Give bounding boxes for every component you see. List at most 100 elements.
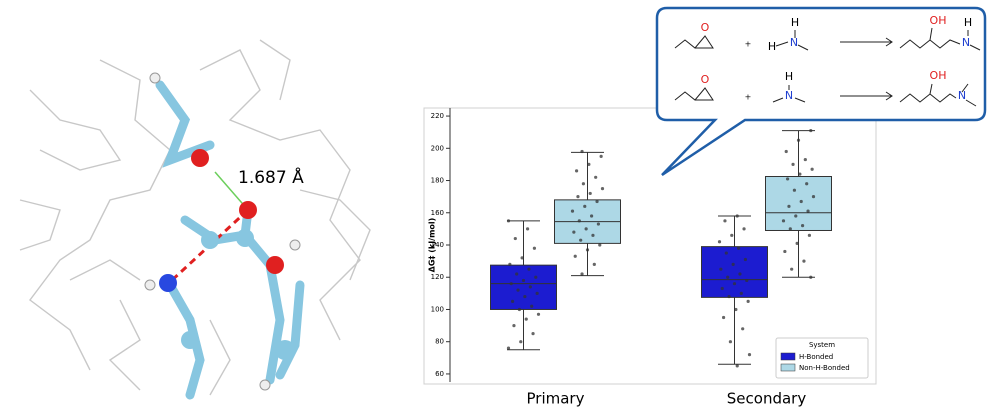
data-point — [530, 305, 533, 308]
data-point — [737, 247, 740, 250]
data-point — [730, 234, 733, 237]
data-point — [804, 158, 807, 161]
plus: + — [745, 93, 752, 102]
legend-swatch — [781, 353, 795, 360]
box — [702, 247, 768, 298]
data-point — [797, 139, 800, 142]
y-tick-label: 160 — [431, 209, 444, 217]
y-tick-label: 220 — [431, 112, 444, 120]
data-point — [578, 219, 581, 222]
data-point — [583, 205, 586, 208]
data-point — [721, 287, 724, 290]
data-point — [725, 251, 728, 254]
data-point — [809, 276, 812, 279]
data-point — [806, 210, 809, 213]
data-point — [793, 189, 796, 192]
data-point — [734, 308, 737, 311]
data-point — [786, 177, 789, 180]
data-point — [747, 300, 750, 303]
data-point — [719, 268, 722, 271]
data-point — [600, 155, 603, 158]
box — [491, 265, 557, 309]
data-point — [729, 340, 732, 343]
data-point — [590, 214, 593, 217]
data-point — [785, 150, 788, 153]
atom: N — [958, 89, 966, 102]
data-point — [791, 163, 794, 166]
data-point — [738, 272, 741, 275]
data-point — [589, 192, 592, 195]
data-point — [727, 295, 730, 298]
data-point — [518, 308, 521, 311]
data-point — [745, 279, 748, 282]
data-point — [536, 292, 539, 295]
data-point — [594, 176, 597, 179]
data-point — [597, 222, 600, 225]
data-point — [801, 224, 804, 227]
data-point — [576, 195, 579, 198]
data-point — [593, 263, 596, 266]
data-point — [529, 285, 532, 288]
data-point — [748, 353, 751, 356]
data-point — [580, 150, 583, 153]
data-point — [585, 227, 588, 230]
x-tick-label: Primary — [527, 390, 585, 407]
data-point — [526, 227, 529, 230]
data-point — [723, 219, 726, 222]
legend-title: System — [809, 341, 835, 349]
atom: H — [964, 16, 972, 29]
data-point — [572, 231, 575, 234]
data-point — [574, 255, 577, 258]
data-point — [809, 129, 812, 132]
atom: N — [785, 89, 793, 102]
data-point — [732, 263, 735, 266]
data-point — [794, 214, 797, 217]
atom: N — [790, 36, 798, 49]
data-point — [527, 268, 530, 271]
y-tick-label: 200 — [431, 144, 444, 152]
data-point — [718, 240, 721, 243]
data-point — [533, 247, 536, 250]
y-tick-label: 120 — [431, 273, 444, 281]
data-point — [736, 214, 739, 217]
data-point — [519, 340, 522, 343]
atom: H — [768, 40, 776, 53]
legend-swatch — [781, 364, 795, 371]
data-point — [522, 279, 525, 282]
data-point — [507, 219, 510, 222]
y-tick-label: 80 — [435, 338, 444, 346]
data-point — [740, 292, 743, 295]
data-point — [783, 250, 786, 253]
figure: 1.687 Å 6080100120140160180200220ΔG‡ (kJ… — [0, 0, 989, 407]
data-point — [579, 239, 582, 242]
data-point — [571, 210, 574, 213]
data-point — [808, 234, 811, 237]
data-point — [515, 272, 518, 275]
data-point — [741, 327, 744, 330]
data-point — [523, 295, 526, 298]
legend-label: Non-H-Bonded — [799, 364, 850, 372]
data-point — [507, 347, 510, 350]
molecule-model — [145, 73, 300, 395]
data-point — [595, 200, 598, 203]
data-point — [726, 276, 729, 279]
data-point — [510, 282, 513, 285]
plus: + — [745, 40, 752, 49]
data-point — [534, 276, 537, 279]
data-point — [601, 187, 604, 190]
data-point — [512, 324, 515, 327]
y-axis-label: ΔG‡ (kJ/mol) — [428, 218, 437, 273]
data-point — [805, 182, 808, 185]
atom: H — [785, 70, 793, 83]
distance-label: 1.687 Å — [238, 166, 304, 188]
data-point — [812, 195, 815, 198]
data-point — [575, 169, 578, 172]
box — [766, 177, 832, 231]
data-point — [722, 316, 725, 319]
atom: N — [962, 36, 970, 49]
data-point — [796, 242, 799, 245]
data-point — [802, 260, 805, 263]
data-point — [798, 172, 801, 175]
data-point — [580, 272, 583, 275]
data-point — [521, 256, 524, 259]
